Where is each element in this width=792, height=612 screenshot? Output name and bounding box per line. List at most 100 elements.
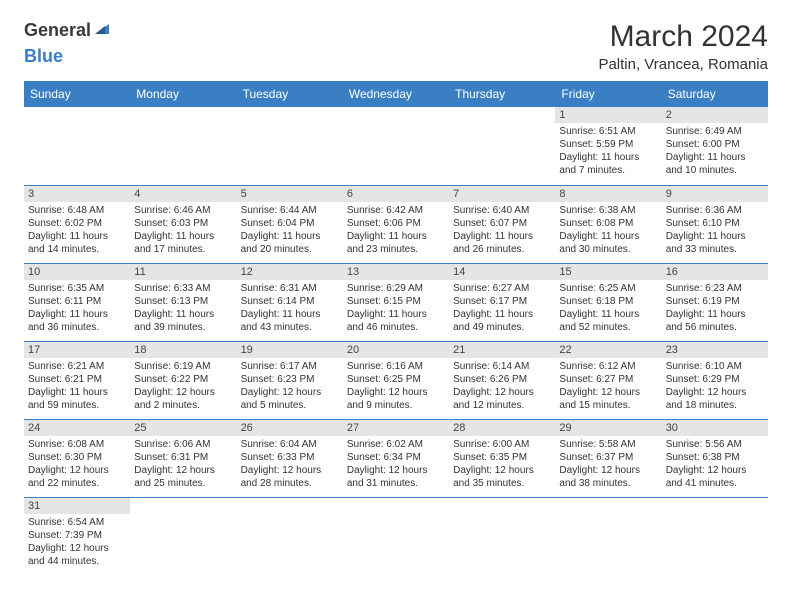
day-header: Friday — [555, 81, 661, 107]
sunrise-text: Sunrise: 6:46 AM — [134, 204, 232, 217]
sunrise-text: Sunrise: 6:08 AM — [28, 438, 126, 451]
day-number: 3 — [24, 186, 130, 202]
daylight-text: Daylight: 12 hours and 2 minutes. — [134, 386, 232, 412]
calendar-cell: 26Sunrise: 6:04 AMSunset: 6:33 PMDayligh… — [237, 419, 343, 497]
sunrise-text: Sunrise: 6:10 AM — [666, 360, 764, 373]
calendar-cell: 29Sunrise: 5:58 AMSunset: 6:37 PMDayligh… — [555, 419, 661, 497]
sunset-text: Sunset: 6:06 PM — [347, 217, 445, 230]
sunset-text: Sunset: 6:18 PM — [559, 295, 657, 308]
sunset-text: Sunset: 6:33 PM — [241, 451, 339, 464]
title-block: March 2024 Paltin, Vrancea, Romania — [598, 20, 768, 73]
sunset-text: Sunset: 6:22 PM — [134, 373, 232, 386]
sunset-text: Sunset: 5:59 PM — [559, 138, 657, 151]
sunset-text: Sunset: 6:02 PM — [28, 217, 126, 230]
calendar-cell: 4Sunrise: 6:46 AMSunset: 6:03 PMDaylight… — [130, 185, 236, 263]
calendar-cell: 19Sunrise: 6:17 AMSunset: 6:23 PMDayligh… — [237, 341, 343, 419]
sunrise-text: Sunrise: 5:56 AM — [666, 438, 764, 451]
day-number: 18 — [130, 342, 236, 358]
day-header: Monday — [130, 81, 236, 107]
sunset-text: Sunset: 6:10 PM — [666, 217, 764, 230]
sunset-text: Sunset: 6:31 PM — [134, 451, 232, 464]
day-number: 9 — [662, 186, 768, 202]
sunrise-text: Sunrise: 6:36 AM — [666, 204, 764, 217]
sunset-text: Sunset: 6:17 PM — [453, 295, 551, 308]
sunset-text: Sunset: 6:37 PM — [559, 451, 657, 464]
day-number: 7 — [449, 186, 555, 202]
daylight-text: Daylight: 11 hours and 26 minutes. — [453, 230, 551, 256]
calendar-cell: 11Sunrise: 6:33 AMSunset: 6:13 PMDayligh… — [130, 263, 236, 341]
day-number: 16 — [662, 264, 768, 280]
sunset-text: Sunset: 7:39 PM — [28, 529, 126, 542]
day-number: 11 — [130, 264, 236, 280]
sunrise-text: Sunrise: 6:00 AM — [453, 438, 551, 451]
calendar-cell: 23Sunrise: 6:10 AMSunset: 6:29 PMDayligh… — [662, 341, 768, 419]
day-header-row: SundayMondayTuesdayWednesdayThursdayFrid… — [24, 81, 768, 107]
daylight-text: Daylight: 11 hours and 39 minutes. — [134, 308, 232, 334]
daylight-text: Daylight: 11 hours and 20 minutes. — [241, 230, 339, 256]
calendar-cell — [555, 497, 661, 575]
calendar-cell: 15Sunrise: 6:25 AMSunset: 6:18 PMDayligh… — [555, 263, 661, 341]
calendar-cell: 8Sunrise: 6:38 AMSunset: 6:08 PMDaylight… — [555, 185, 661, 263]
sunset-text: Sunset: 6:14 PM — [241, 295, 339, 308]
day-number: 24 — [24, 420, 130, 436]
calendar-cell — [237, 497, 343, 575]
calendar-row: 31Sunrise: 6:54 AMSunset: 7:39 PMDayligh… — [24, 497, 768, 575]
calendar-cell: 7Sunrise: 6:40 AMSunset: 6:07 PMDaylight… — [449, 185, 555, 263]
daylight-text: Daylight: 12 hours and 44 minutes. — [28, 542, 126, 568]
calendar-table: SundayMondayTuesdayWednesdayThursdayFrid… — [24, 81, 768, 575]
sunrise-text: Sunrise: 6:27 AM — [453, 282, 551, 295]
daylight-text: Daylight: 11 hours and 56 minutes. — [666, 308, 764, 334]
sunrise-text: Sunrise: 6:19 AM — [134, 360, 232, 373]
sunrise-text: Sunrise: 6:38 AM — [559, 204, 657, 217]
daylight-text: Daylight: 11 hours and 7 minutes. — [559, 151, 657, 177]
daylight-text: Daylight: 11 hours and 59 minutes. — [28, 386, 126, 412]
sunrise-text: Sunrise: 6:06 AM — [134, 438, 232, 451]
sunrise-text: Sunrise: 6:31 AM — [241, 282, 339, 295]
sunset-text: Sunset: 6:08 PM — [559, 217, 657, 230]
daylight-text: Daylight: 12 hours and 25 minutes. — [134, 464, 232, 490]
calendar-cell: 3Sunrise: 6:48 AMSunset: 6:02 PMDaylight… — [24, 185, 130, 263]
calendar-cell — [130, 497, 236, 575]
month-title: March 2024 — [598, 20, 768, 54]
calendar-cell — [662, 497, 768, 575]
day-header: Saturday — [662, 81, 768, 107]
calendar-cell: 27Sunrise: 6:02 AMSunset: 6:34 PMDayligh… — [343, 419, 449, 497]
sunrise-text: Sunrise: 6:42 AM — [347, 204, 445, 217]
calendar-row: 24Sunrise: 6:08 AMSunset: 6:30 PMDayligh… — [24, 419, 768, 497]
sunset-text: Sunset: 6:23 PM — [241, 373, 339, 386]
daylight-text: Daylight: 12 hours and 28 minutes. — [241, 464, 339, 490]
day-header: Wednesday — [343, 81, 449, 107]
calendar-cell — [343, 497, 449, 575]
daylight-text: Daylight: 11 hours and 52 minutes. — [559, 308, 657, 334]
sunrise-text: Sunrise: 6:40 AM — [453, 204, 551, 217]
header: General March 2024 Paltin, Vrancea, Roma… — [24, 20, 768, 73]
day-number: 23 — [662, 342, 768, 358]
sunrise-text: Sunrise: 6:35 AM — [28, 282, 126, 295]
sunset-text: Sunset: 6:38 PM — [666, 451, 764, 464]
sunset-text: Sunset: 6:13 PM — [134, 295, 232, 308]
day-header: Sunday — [24, 81, 130, 107]
sunrise-text: Sunrise: 6:25 AM — [559, 282, 657, 295]
daylight-text: Daylight: 11 hours and 33 minutes. — [666, 230, 764, 256]
day-number: 2 — [662, 107, 768, 123]
flag-icon — [95, 20, 115, 41]
daylight-text: Daylight: 11 hours and 49 minutes. — [453, 308, 551, 334]
day-header: Thursday — [449, 81, 555, 107]
day-number: 17 — [24, 342, 130, 358]
calendar-cell: 12Sunrise: 6:31 AMSunset: 6:14 PMDayligh… — [237, 263, 343, 341]
daylight-text: Daylight: 11 hours and 10 minutes. — [666, 151, 764, 177]
sunset-text: Sunset: 6:27 PM — [559, 373, 657, 386]
day-number: 13 — [343, 264, 449, 280]
calendar-cell: 6Sunrise: 6:42 AMSunset: 6:06 PMDaylight… — [343, 185, 449, 263]
daylight-text: Daylight: 12 hours and 31 minutes. — [347, 464, 445, 490]
sunrise-text: Sunrise: 6:49 AM — [666, 125, 764, 138]
location: Paltin, Vrancea, Romania — [598, 56, 768, 73]
calendar-cell: 14Sunrise: 6:27 AMSunset: 6:17 PMDayligh… — [449, 263, 555, 341]
calendar-row: 17Sunrise: 6:21 AMSunset: 6:21 PMDayligh… — [24, 341, 768, 419]
sunrise-text: Sunrise: 6:14 AM — [453, 360, 551, 373]
calendar-cell: 2Sunrise: 6:49 AMSunset: 6:00 PMDaylight… — [662, 107, 768, 185]
sunset-text: Sunset: 6:15 PM — [347, 295, 445, 308]
calendar-cell: 9 Sunrise: 6:36 AMSunset: 6:10 PMDaylight… — [662, 185, 768, 263]
day-number: 10 — [24, 264, 130, 280]
calendar-cell: 24Sunrise: 6:08 AMSunset: 6:30 PMDayligh… — [24, 419, 130, 497]
